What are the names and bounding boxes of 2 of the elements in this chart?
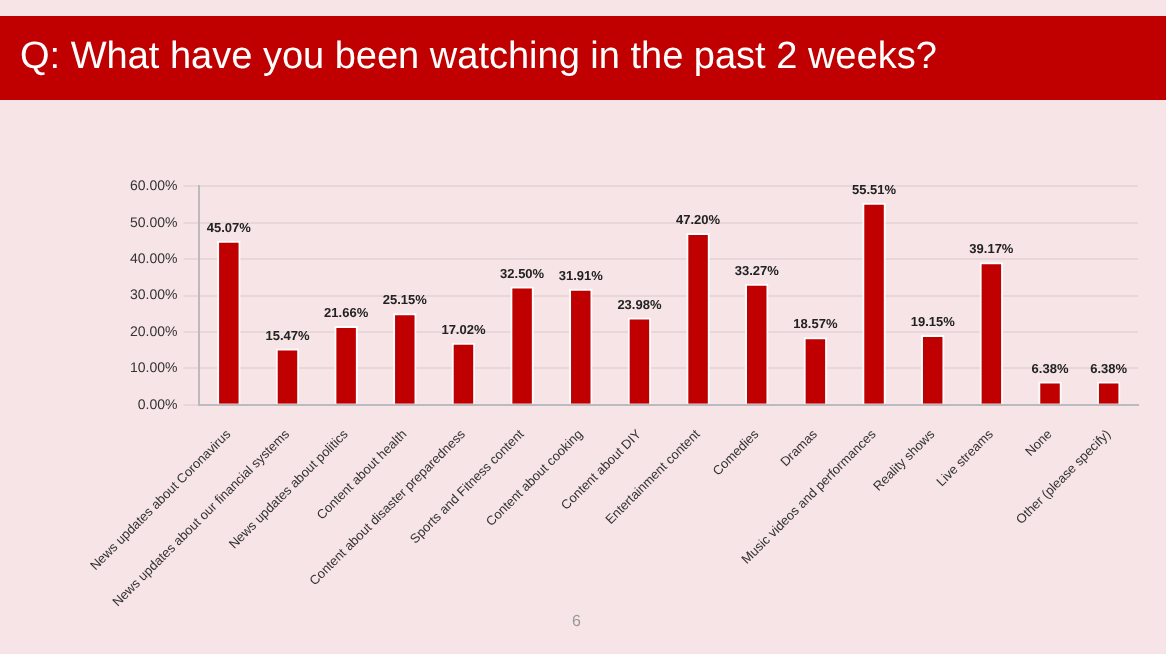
chart-title: Q: What have you been watching in the past 2 weeks? — [0, 16, 1166, 100]
text: 6 — [572, 612, 581, 630]
